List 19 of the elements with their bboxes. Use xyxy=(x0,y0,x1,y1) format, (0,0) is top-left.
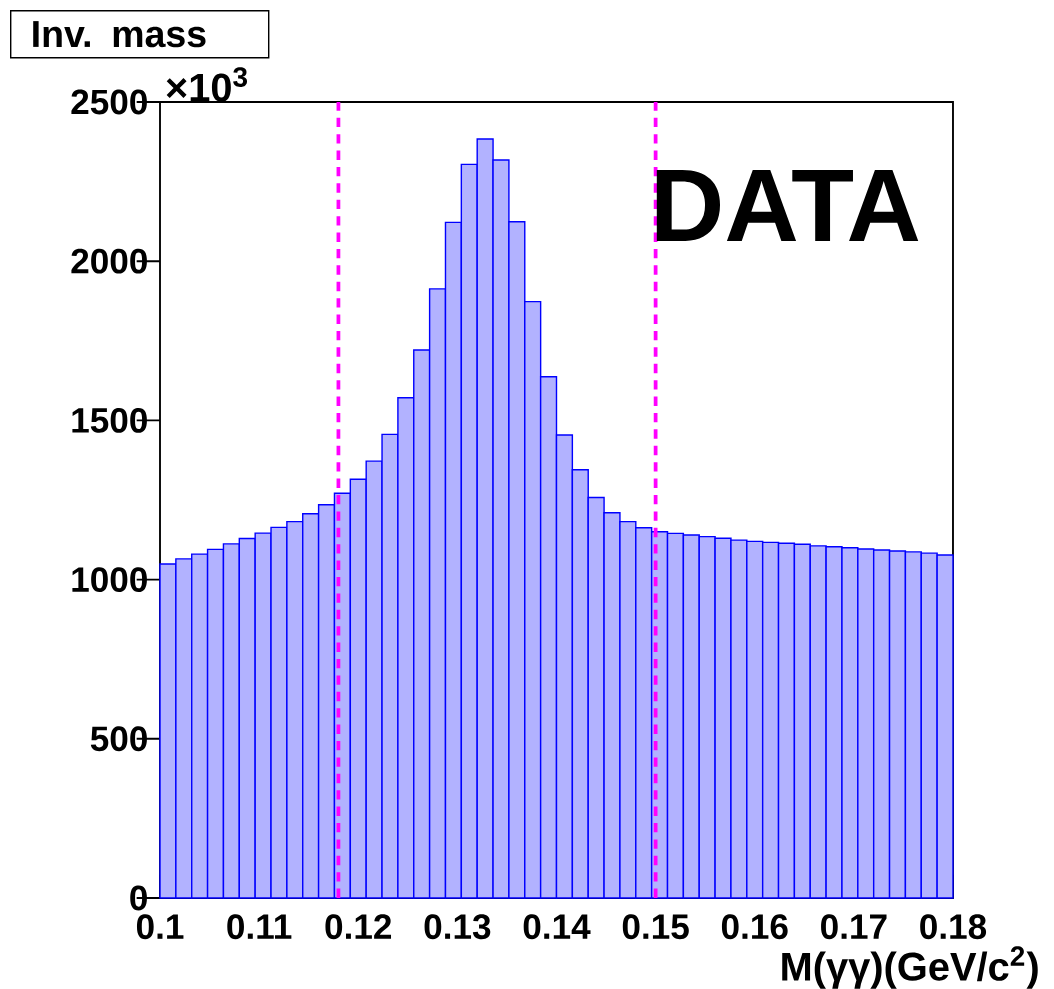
x-tick-label: 0.15 xyxy=(622,914,689,940)
y-tick-label: 0 xyxy=(130,885,147,911)
x-tick-label: 0.18 xyxy=(920,914,987,940)
x-axis-title: M(γγ)(GeV/c$^{2}$) xyxy=(782,946,1038,989)
x-tick-label: 0.16 xyxy=(721,914,788,940)
x-tick-label: 0.14 xyxy=(523,914,591,940)
x-tick-label: 0.13 xyxy=(424,914,491,940)
x-tick-label: 0.17 xyxy=(821,914,887,940)
y-tick-label: 2000 xyxy=(71,248,147,274)
x-tick-label: 0.1 xyxy=(136,914,184,940)
chart-title: Inv. mass xyxy=(33,21,206,48)
y-tick-label: 1000 xyxy=(72,567,147,593)
x-tick-label: 0.12 xyxy=(325,914,392,940)
x-tick-label: 0.11 xyxy=(227,914,292,940)
annotation: DATA xyxy=(656,170,919,241)
y-tick-label: 500 xyxy=(90,726,147,752)
text: ×10$^{3}$ xyxy=(166,67,248,102)
y-tick-label: 2500 xyxy=(71,89,147,115)
y-tick-label: 1500 xyxy=(72,407,147,433)
